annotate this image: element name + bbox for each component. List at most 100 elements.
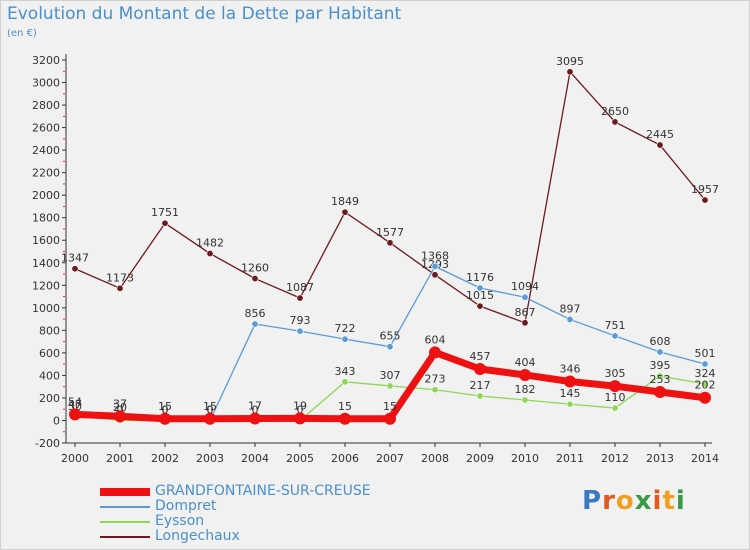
data-point [566,400,574,408]
data-label: 19 [293,399,307,412]
x-tick-label: 2002 [151,452,179,465]
data-label: 1751 [151,206,179,219]
data-point [249,412,261,425]
data-label: 0 [207,403,214,416]
x-tick-label: 2003 [196,452,224,465]
data-label: 0 [162,403,169,416]
data-point [701,360,709,368]
data-point [654,385,666,398]
data-point [521,293,529,301]
data-point [161,219,169,227]
y-tick-label: 2200 [32,167,60,180]
data-label: 608 [650,335,671,348]
y-tick-label: 3000 [32,77,60,90]
data-point [701,196,709,204]
x-tick-label: 2014 [691,452,719,465]
data-point [519,368,531,381]
data-label: 346 [560,362,581,375]
data-label: 20 [113,401,127,414]
data-point [431,262,439,270]
data-label: 1087 [286,281,314,294]
data-point [71,265,79,273]
data-point [116,284,124,292]
data-point [566,315,574,323]
line-chart: -200020040060080010001200140016001800200… [32,54,719,465]
data-label: 37 [113,397,127,410]
data-label: 867 [515,306,536,319]
x-tick-label: 2006 [331,452,359,465]
y-tick-label: 200 [39,392,60,405]
x-tick-label: 2012 [601,452,629,465]
data-point [474,362,486,375]
y-tick-label: 1400 [32,257,60,270]
data-label: 217 [470,379,491,392]
y-tick-label: 3200 [32,54,60,67]
data-point [386,343,394,351]
data-point [206,250,214,258]
y-tick-label: 1800 [32,212,60,225]
data-label: 3095 [556,55,584,68]
data-label: 897 [560,302,581,315]
y-tick-label: 2400 [32,144,60,157]
data-point [521,319,529,327]
data-label: 604 [425,333,446,346]
data-label: 751 [605,319,626,332]
data-point [521,396,529,404]
data-label: 253 [650,373,671,386]
data-label: 856 [245,307,266,320]
legend-label: Longechaux [155,528,240,544]
data-label: 655 [380,330,401,343]
y-tick-label: 0 [53,414,60,427]
data-label: 1173 [106,271,134,284]
legend-label: Eysson [155,513,205,529]
data-point [69,408,81,421]
data-point [611,332,619,340]
data-label: 17 [248,400,262,413]
data-label: 182 [515,383,536,396]
y-tick-label: 1200 [32,279,60,292]
data-label: 15 [383,400,397,413]
data-label: 54 [68,395,82,408]
data-label: 793 [290,314,311,327]
data-label: 202 [695,379,716,392]
data-point [609,380,621,393]
data-point [611,118,619,126]
legend-swatch [100,488,150,496]
x-tick-label: 2004 [241,452,269,465]
data-label: 305 [605,367,626,380]
y-tick-label: 1600 [32,234,60,247]
x-tick-label: 2013 [646,452,674,465]
data-label: 343 [335,365,356,378]
legend-label: Dompret [155,498,217,514]
data-label: 2445 [646,128,674,141]
data-label: 1957 [691,183,719,196]
x-tick-label: 2011 [556,452,584,465]
data-label: 307 [380,369,401,382]
data-label: 1347 [61,252,89,265]
x-tick-label: 2005 [286,452,314,465]
x-tick-label: 2008 [421,452,449,465]
data-label: 15 [338,400,352,413]
legend-swatch [100,521,150,523]
data-label: 1482 [196,237,224,250]
data-label: 15 [158,400,172,413]
data-point [611,404,619,412]
data-label: 1849 [331,195,359,208]
data-point [431,386,439,394]
data-label: 404 [515,356,536,369]
legend-label: GRANDFONTAINE-SUR-CREUSE [155,483,371,499]
data-label: 1176 [466,271,494,284]
data-point [431,271,439,279]
data-label: 324 [695,367,716,380]
data-label: 395 [650,359,671,372]
x-tick-label: 2000 [61,452,89,465]
data-point [656,348,664,356]
data-point [386,239,394,247]
data-point [159,412,171,425]
y-tick-label: -200 [35,437,60,450]
y-tick-label: 400 [39,369,60,382]
data-label: 0 [297,403,304,416]
data-point [114,410,126,423]
y-tick-label: 2800 [32,99,60,112]
